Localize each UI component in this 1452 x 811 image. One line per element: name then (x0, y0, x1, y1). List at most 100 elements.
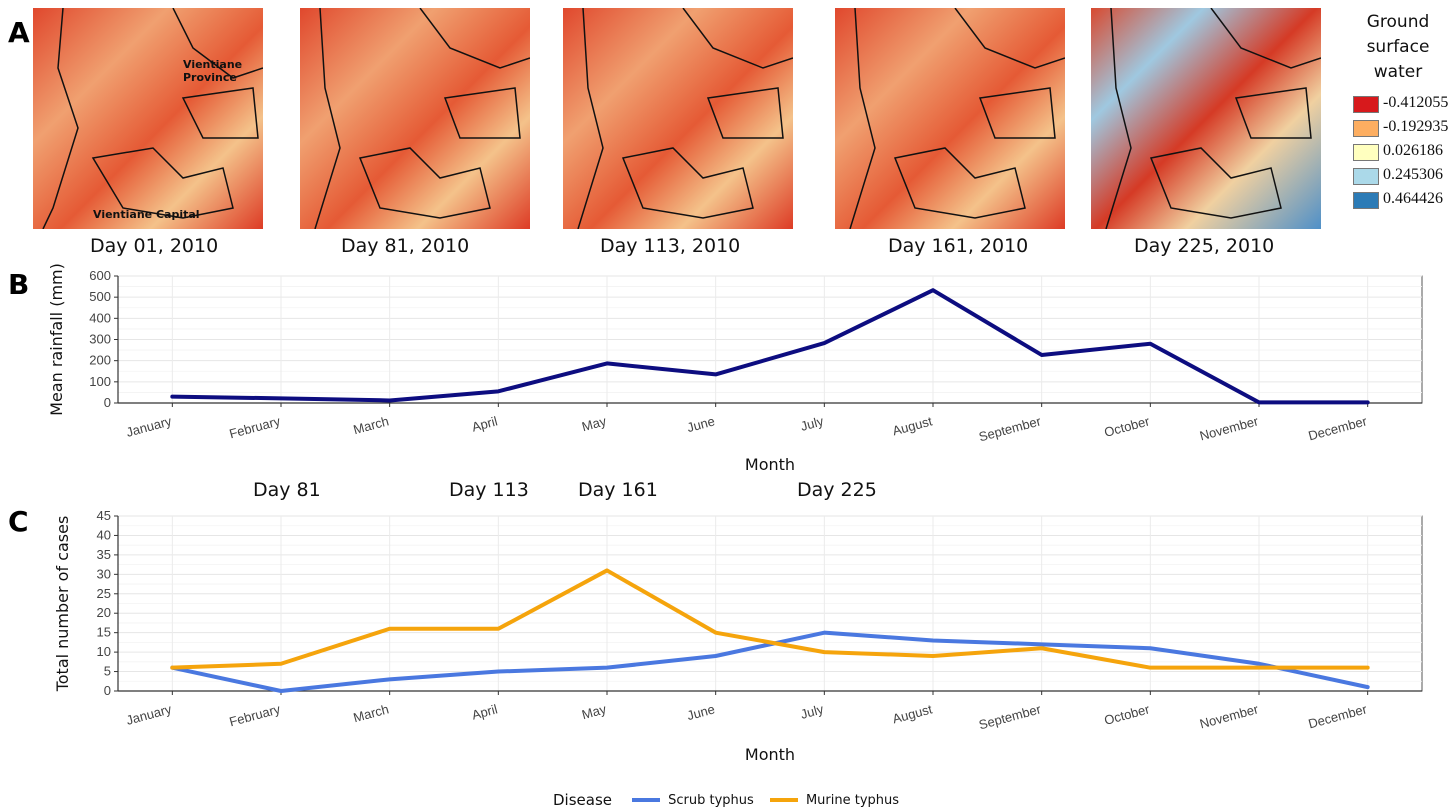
data-point (1258, 663, 1260, 665)
x-tick-label: February (228, 701, 283, 729)
data-point (606, 667, 608, 669)
x-tick-label: November (1198, 701, 1260, 731)
data-point (497, 628, 499, 630)
map-label-capital: Vientiane Capital (93, 208, 200, 221)
map-boundaries (42, 8, 263, 229)
legend-swatch-murine (769, 798, 798, 802)
data-point (1041, 643, 1043, 645)
legend-swatch (1353, 96, 1379, 113)
legend-swatch (1353, 192, 1379, 209)
data-point (280, 690, 282, 692)
data-point (823, 632, 825, 634)
day-label-113: Day 113 (449, 479, 529, 501)
legend-value: 0.026186 (1383, 142, 1443, 159)
x-tick-label: April (470, 413, 499, 434)
map-boundaries (849, 8, 1065, 229)
x-tick-label: December (1307, 701, 1369, 731)
x-tick-label: February (228, 413, 283, 441)
x-tick-label: May (580, 701, 608, 722)
y-tick-label: 35 (97, 547, 111, 562)
y-tick-label: 30 (97, 566, 111, 581)
data-point (932, 289, 934, 291)
y-axis-label: Total number of cases (53, 516, 72, 693)
x-tick-label: September (977, 413, 1043, 444)
data-point (171, 396, 173, 398)
legend-value: -0.192935 (1383, 118, 1449, 135)
data-point (823, 342, 825, 344)
data-point (715, 655, 717, 657)
series-line-rainfall (170, 288, 1370, 405)
x-axis-label: Month (745, 455, 795, 474)
legend-item-scrub: Scrub typhus (632, 793, 754, 808)
x-tick-label: November (1198, 413, 1260, 443)
data-point (932, 655, 934, 657)
map-caption-day-225: Day 225, 2010 (1134, 235, 1275, 257)
legend-value: 0.245306 (1383, 166, 1443, 183)
y-tick-label: 0 (104, 395, 111, 410)
data-point (1041, 647, 1043, 649)
data-point (715, 632, 717, 634)
y-tick-label: 10 (97, 644, 111, 659)
y-tick-label: 400 (89, 310, 111, 325)
data-point (1258, 401, 1260, 403)
y-tick-label: 20 (97, 605, 111, 620)
x-axis-label: Month (745, 745, 795, 764)
panel-letter-c: C (8, 505, 29, 538)
data-point (389, 678, 391, 680)
data-point (1367, 686, 1369, 688)
map-day-113 (563, 8, 793, 229)
y-tick-label: 0 (104, 683, 111, 698)
map-boundaries (314, 8, 530, 229)
day-label-81: Day 81 (253, 479, 321, 501)
data-point (280, 663, 282, 665)
day-label-161: Day 161 (578, 479, 658, 501)
data-point (1149, 343, 1151, 345)
y-tick-label: 40 (97, 527, 111, 542)
data-point (1149, 667, 1151, 669)
map-day-161 (835, 8, 1065, 229)
data-point (1367, 667, 1369, 669)
legend-label-scrub: Scrub typhus (668, 792, 754, 808)
day-label-225: Day 225 (797, 479, 877, 501)
y-tick-label: 600 (89, 268, 111, 283)
x-tick-label: July (799, 413, 826, 434)
y-tick-label: 300 (89, 332, 111, 347)
x-tick-label: June (685, 701, 716, 723)
x-tick-label: March (352, 701, 391, 725)
series-line-murine-typhus (170, 568, 1370, 670)
y-axis-label: Mean rainfall (mm) (47, 263, 66, 416)
map-caption-day-113: Day 113, 2010 (600, 235, 741, 257)
legend-swatch (1353, 144, 1379, 161)
legend-item-murine: Murine typhus (769, 792, 900, 808)
legend-swatch (1353, 120, 1379, 137)
x-tick-label: December (1307, 413, 1369, 443)
legend-value: -0.412055 (1383, 94, 1449, 111)
data-point (606, 569, 608, 571)
x-tick-label: April (470, 701, 499, 722)
data-point (280, 397, 282, 399)
map-caption-day-161: Day 161, 2010 (888, 235, 1029, 257)
x-tick-label: October (1103, 413, 1152, 440)
disease-legend: Disease Scrub typhus Murine typhus (0, 791, 1452, 809)
disease-legend-title: Disease (552, 791, 612, 809)
x-tick-label: June (685, 413, 716, 435)
data-point (171, 667, 173, 669)
y-tick-label: 25 (97, 586, 111, 601)
y-tick-label: 45 (97, 508, 111, 523)
data-point (389, 399, 391, 401)
x-tick-label: August (891, 701, 934, 726)
x-tick-label: September (977, 701, 1043, 732)
legend-label-murine: Murine typhus (805, 792, 900, 808)
map-caption-day-81: Day 81, 2010 (341, 235, 470, 257)
map-caption-day-01: Day 01, 2010 (90, 235, 219, 257)
legend-title: Ground surface water (1366, 12, 1430, 82)
data-point (497, 390, 499, 392)
map-boundaries (1105, 8, 1321, 229)
panel-letter-b: B (8, 268, 30, 301)
x-tick-label: July (799, 701, 826, 722)
map-day-81 (300, 8, 530, 229)
y-tick-label: 15 (97, 625, 111, 640)
data-point (1367, 401, 1369, 403)
x-tick-label: January (125, 413, 174, 440)
